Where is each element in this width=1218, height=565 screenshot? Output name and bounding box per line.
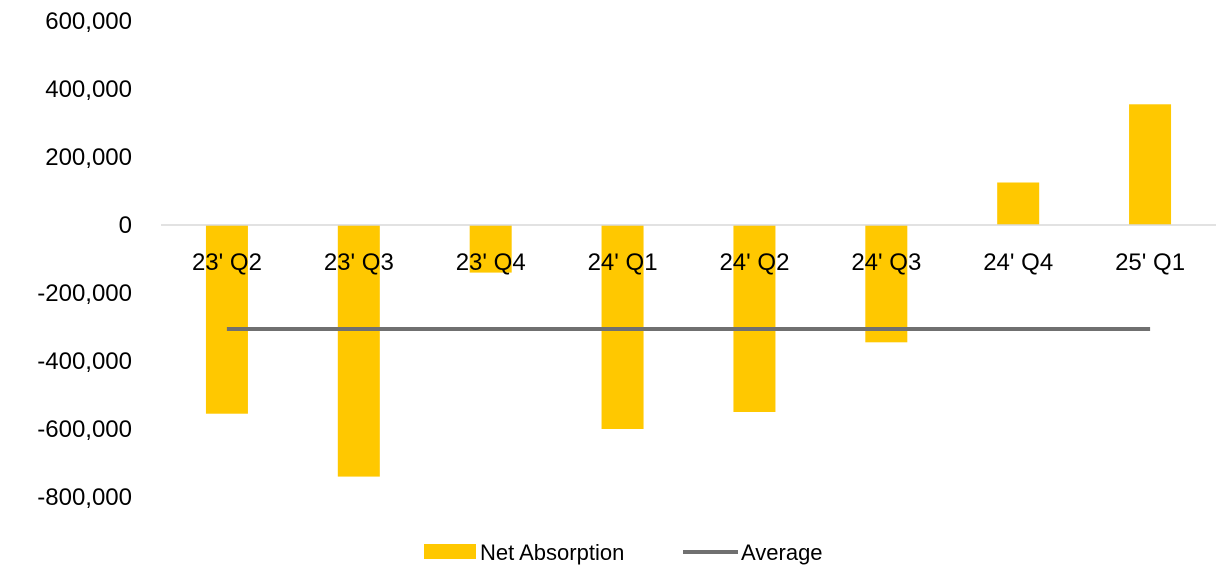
x-tick-label: 23' Q3 (324, 249, 394, 276)
bar (205, 225, 248, 414)
bar (469, 225, 512, 273)
legend-label-net-absorption: Net Absorption (480, 540, 624, 565)
y-tick-label: 200,000 (45, 144, 132, 171)
legend-label-average: Average (741, 540, 823, 565)
y-tick-label: -800,000 (37, 484, 132, 511)
y-tick-label: -600,000 (37, 416, 132, 443)
legend: Net Absorption Average (424, 540, 823, 565)
y-tick-label: 400,000 (45, 76, 132, 103)
x-tick-label: 23' Q2 (192, 249, 262, 276)
bar (1129, 104, 1172, 225)
y-tick-label: 600,000 (45, 8, 132, 35)
bar (733, 225, 776, 412)
x-tick-label: 24' Q4 (983, 249, 1053, 276)
x-tick-label: 25' Q1 (1115, 249, 1185, 276)
bar-series-net-absorption (205, 104, 1172, 477)
y-tick-label: 0 (119, 212, 132, 239)
legend-swatch-net-absorption (424, 544, 476, 559)
bar (997, 182, 1040, 225)
y-tick-label: -400,000 (37, 348, 132, 375)
x-tick-label: 24' Q1 (588, 249, 658, 276)
bar (865, 225, 908, 343)
x-tick-label: 23' Q4 (456, 249, 526, 276)
y-tick-label: -200,000 (37, 280, 132, 307)
x-axis-tick-labels: 23' Q2 23' Q3 23' Q4 24' Q1 24' Q2 24' Q3 24' … (192, 249, 1185, 276)
bar (337, 225, 380, 477)
x-tick-label: 24' Q2 (719, 249, 789, 276)
x-tick-label: 24' Q3 (851, 249, 921, 276)
y-axis-tick-labels: 600,000 400,000 200,000 0 -200,000 -400,000 -6… (37, 8, 132, 511)
